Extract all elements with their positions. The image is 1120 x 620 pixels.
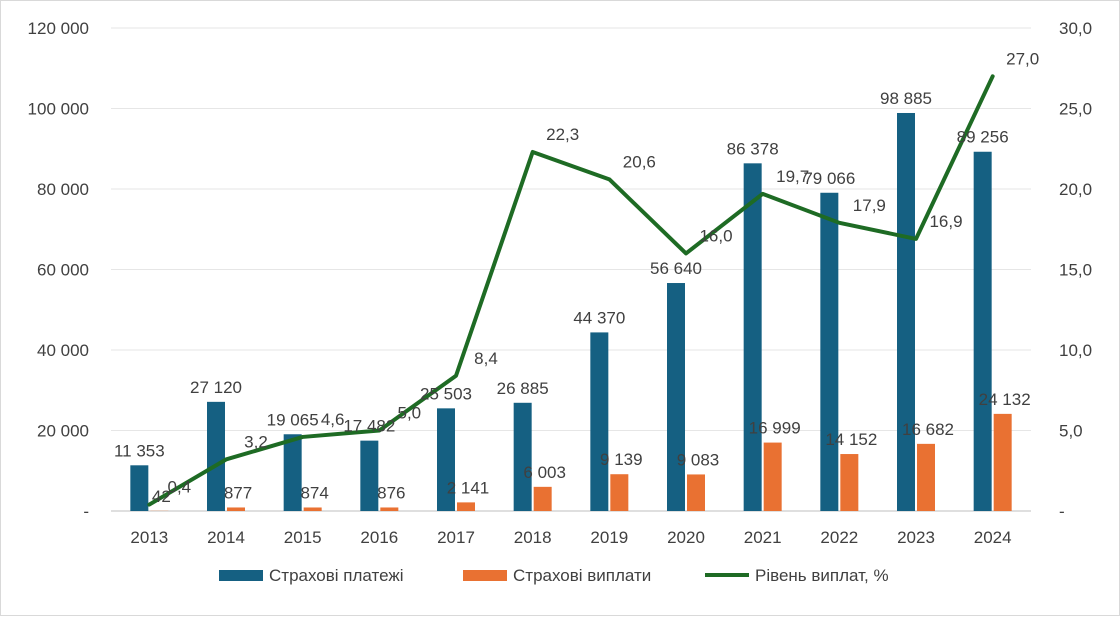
- left-axis-tick-label: 40 000: [37, 341, 89, 360]
- x-axis-tick-label: 2017: [437, 528, 475, 547]
- x-axis-tick-label: 2023: [897, 528, 935, 547]
- legend-label: Страхові платежі: [269, 566, 403, 585]
- bar-insurance-claims: [304, 507, 322, 511]
- x-axis-ticks: 2013 2014 2015 2016 2017 2018 2019 2020 2021 2022…: [130, 528, 1011, 547]
- data-label-rate: 4,6: [321, 410, 345, 429]
- data-label-rate: 8,4: [474, 349, 498, 368]
- data-label-rate: 17,9: [853, 196, 886, 215]
- data-label-payments: 11 353: [114, 441, 165, 460]
- data-label-claims: 874: [300, 483, 328, 502]
- bar-insurance-claims: [610, 474, 628, 511]
- x-axis-tick-label: 2016: [360, 528, 398, 547]
- bar-insurance-claims: [917, 444, 935, 511]
- x-axis-tick-label: 2018: [514, 528, 552, 547]
- bar-insurance-payments: [514, 403, 532, 511]
- data-label-payments: 26 885: [497, 379, 549, 398]
- bar-insurance-payments: [130, 465, 148, 511]
- data-label-rate: 22,3: [546, 125, 579, 144]
- left-axis-tick-label: 80 000: [37, 180, 89, 199]
- data-label-payments: 25 503: [420, 384, 472, 403]
- data-label-payments: 98 885: [880, 89, 932, 108]
- x-axis-tick-label: 2015: [284, 528, 322, 547]
- data-label-payments: 17 482: [343, 417, 395, 436]
- data-label-claims: 9 139: [600, 450, 643, 469]
- legend-swatch: [219, 570, 263, 581]
- data-label-payments: 89 256: [957, 128, 1009, 147]
- bar-insurance-payments: [590, 332, 608, 511]
- left-axis-tick-label: 60 000: [37, 261, 89, 280]
- data-label-payments: 56 640: [650, 259, 702, 278]
- left-axis-tick-label: 100 000: [28, 100, 89, 119]
- right-axis-tick-label: 5,0: [1059, 422, 1083, 441]
- right-axis-tick-label: 20,0: [1059, 180, 1092, 199]
- legend-item-payments: Страхові платежі: [219, 566, 403, 585]
- legend-item-claims: Страхові виплати: [463, 566, 651, 585]
- data-label-claims: 6 003: [523, 463, 566, 482]
- right-axis-tick-label: 30,0: [1059, 19, 1092, 38]
- right-axis-tick-label: 10,0: [1059, 341, 1092, 360]
- right-axis-tick-label: 15,0: [1059, 261, 1092, 280]
- data-label-payments: 44 370: [573, 308, 625, 327]
- legend-item-rate: Рівень виплат, %: [705, 566, 889, 585]
- data-label-claims: 16 682: [902, 420, 954, 439]
- legend-label: Рівень виплат, %: [755, 566, 889, 585]
- data-label-payments: 27 120: [190, 378, 242, 397]
- legend-label: Страхові виплати: [513, 566, 651, 585]
- data-label-rate: 16,9: [929, 212, 962, 231]
- left-axis-tick-label: 20 000: [37, 422, 89, 441]
- data-label-rate: 3,2: [244, 432, 268, 451]
- bar-insurance-claims: [457, 502, 475, 511]
- x-axis-tick-label: 2014: [207, 528, 245, 547]
- x-axis-tick-label: 2022: [820, 528, 858, 547]
- bar-insurance-payments: [207, 402, 225, 511]
- bar-insurance-claims: [994, 414, 1012, 511]
- data-label-claims: 24 132: [979, 390, 1031, 409]
- bar-insurance-claims: [227, 507, 245, 511]
- right-axis-tick-label: 25,0: [1059, 100, 1092, 119]
- data-label-payments: 79 066: [803, 169, 855, 188]
- bar-insurance-payments: [284, 434, 302, 511]
- data-label-rate: 16,0: [699, 226, 732, 245]
- bar-insurance-payments: [974, 152, 992, 511]
- bar-insurance-payments: [744, 163, 762, 511]
- legend: Страхові платежі Страхові виплати Рівень в…: [219, 566, 889, 585]
- x-axis-tick-label: 2013: [130, 528, 168, 547]
- left-axis-tick-label: 120 000: [28, 19, 89, 38]
- data-label-payments: 19 065: [267, 410, 319, 429]
- data-label-rate: 20,6: [623, 152, 656, 171]
- right-axis-tick-label: -: [1059, 502, 1065, 521]
- data-label-rate: 27,0: [1006, 49, 1039, 68]
- left-axis-tick-label: -: [83, 502, 89, 521]
- bar-insurance-claims: [840, 454, 858, 511]
- x-axis-tick-label: 2019: [590, 528, 628, 547]
- data-label-rate: 0,4: [168, 478, 192, 497]
- bar-insurance-payments: [667, 283, 685, 511]
- data-label-claims: 9 083: [677, 450, 720, 469]
- data-label-rate: 5,0: [398, 404, 422, 423]
- bar-insurance-payments: [897, 113, 915, 511]
- x-axis-tick-label: 2024: [974, 528, 1012, 547]
- bar-insurance-claims: [380, 507, 398, 511]
- x-axis-tick-label: 2020: [667, 528, 705, 547]
- right-axis-ticks: - 5,0 10,0 15,0 20,0 25,0 30,0: [1059, 19, 1092, 521]
- data-label-claims: 2 141: [447, 478, 490, 497]
- bar-insurance-payments: [820, 193, 838, 511]
- data-label-claims: 876: [377, 483, 405, 502]
- data-label-claims: 14 152: [825, 430, 877, 449]
- data-label-claims: 16 999: [749, 419, 801, 438]
- left-axis-ticks: - 20 000 40 000 60 000 80 000 100 000 120 000: [28, 19, 89, 521]
- data-label-payments: 86 378: [727, 139, 779, 158]
- x-axis-tick-label: 2021: [744, 528, 782, 547]
- data-label-claims: 877: [224, 483, 252, 502]
- bar-insurance-claims: [534, 487, 552, 511]
- bar-insurance-claims: [764, 443, 782, 511]
- bar-insurance-claims: [687, 474, 705, 511]
- bar-insurance-payments: [360, 441, 378, 511]
- legend-swatch: [463, 570, 507, 581]
